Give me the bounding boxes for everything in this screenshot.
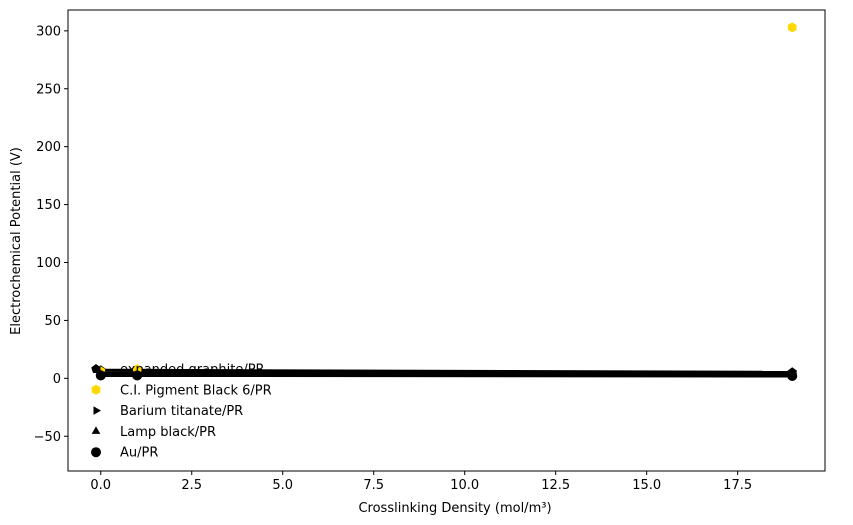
- series-1: [96, 22, 797, 377]
- x-tick-label: 7.5: [363, 478, 384, 493]
- data-point: [132, 370, 143, 381]
- legend-label: Barium titanate/PR: [120, 404, 243, 419]
- y-tick-label: 100: [36, 256, 61, 271]
- x-tick-label: 17.5: [723, 478, 752, 493]
- x-tick-label: 15.0: [632, 478, 661, 493]
- x-tick-label: 0.0: [90, 478, 111, 493]
- y-tick-label: 150: [36, 198, 61, 213]
- legend-entry: C.I. Pigment Black 6/PR: [91, 383, 272, 398]
- axes-frame: [67, 9, 826, 472]
- legend-entry: Barium titanate/PR: [93, 404, 243, 419]
- legend-marker: [91, 447, 101, 458]
- series-4: [95, 370, 798, 382]
- legend-entry: Lamp black/PR: [91, 425, 216, 440]
- legend: expanded graphite/PR C.I. Pigment Black 6…: [91, 363, 272, 461]
- y-tick-label: 50: [44, 314, 61, 329]
- y-tick-label: 250: [36, 82, 61, 97]
- plot-area: [95, 22, 798, 382]
- legend-entry: expanded graphite/PR: [91, 363, 265, 378]
- x-tick-label: 12.5: [541, 478, 570, 493]
- legend-label: Au/PR: [120, 446, 158, 461]
- legend-marker: [93, 406, 101, 415]
- y-tick-label: −50: [34, 430, 61, 445]
- legend-entry: Au/PR: [91, 446, 158, 461]
- y-axis-label: Electrochemical Potential (V): [9, 147, 24, 335]
- legend-label: Lamp black/PR: [120, 425, 216, 440]
- x-tick-label: 10.0: [450, 478, 479, 493]
- y-tick-label: 200: [36, 140, 61, 155]
- axes: 0.0 2.5 5.0 7.5 10.0 12.5 15.0 17.5 −50 0 50 100 150…: [34, 9, 826, 493]
- y-tick-label: 300: [36, 24, 61, 39]
- data-point: [787, 371, 798, 382]
- y-tick-label: 0: [53, 372, 61, 387]
- legend-marker: [91, 426, 101, 434]
- legend-marker: [91, 384, 101, 395]
- x-tick-label: 2.5: [181, 478, 202, 493]
- legend-marker: [91, 364, 101, 374]
- legend-label: C.I. Pigment Black 6/PR: [120, 383, 272, 398]
- x-axis-label: Crosslinking Density (mol/m³): [358, 501, 551, 516]
- x-tick-label: 5.0: [272, 478, 293, 493]
- data-point: [787, 22, 797, 33]
- legend-label: expanded graphite/PR: [120, 363, 265, 378]
